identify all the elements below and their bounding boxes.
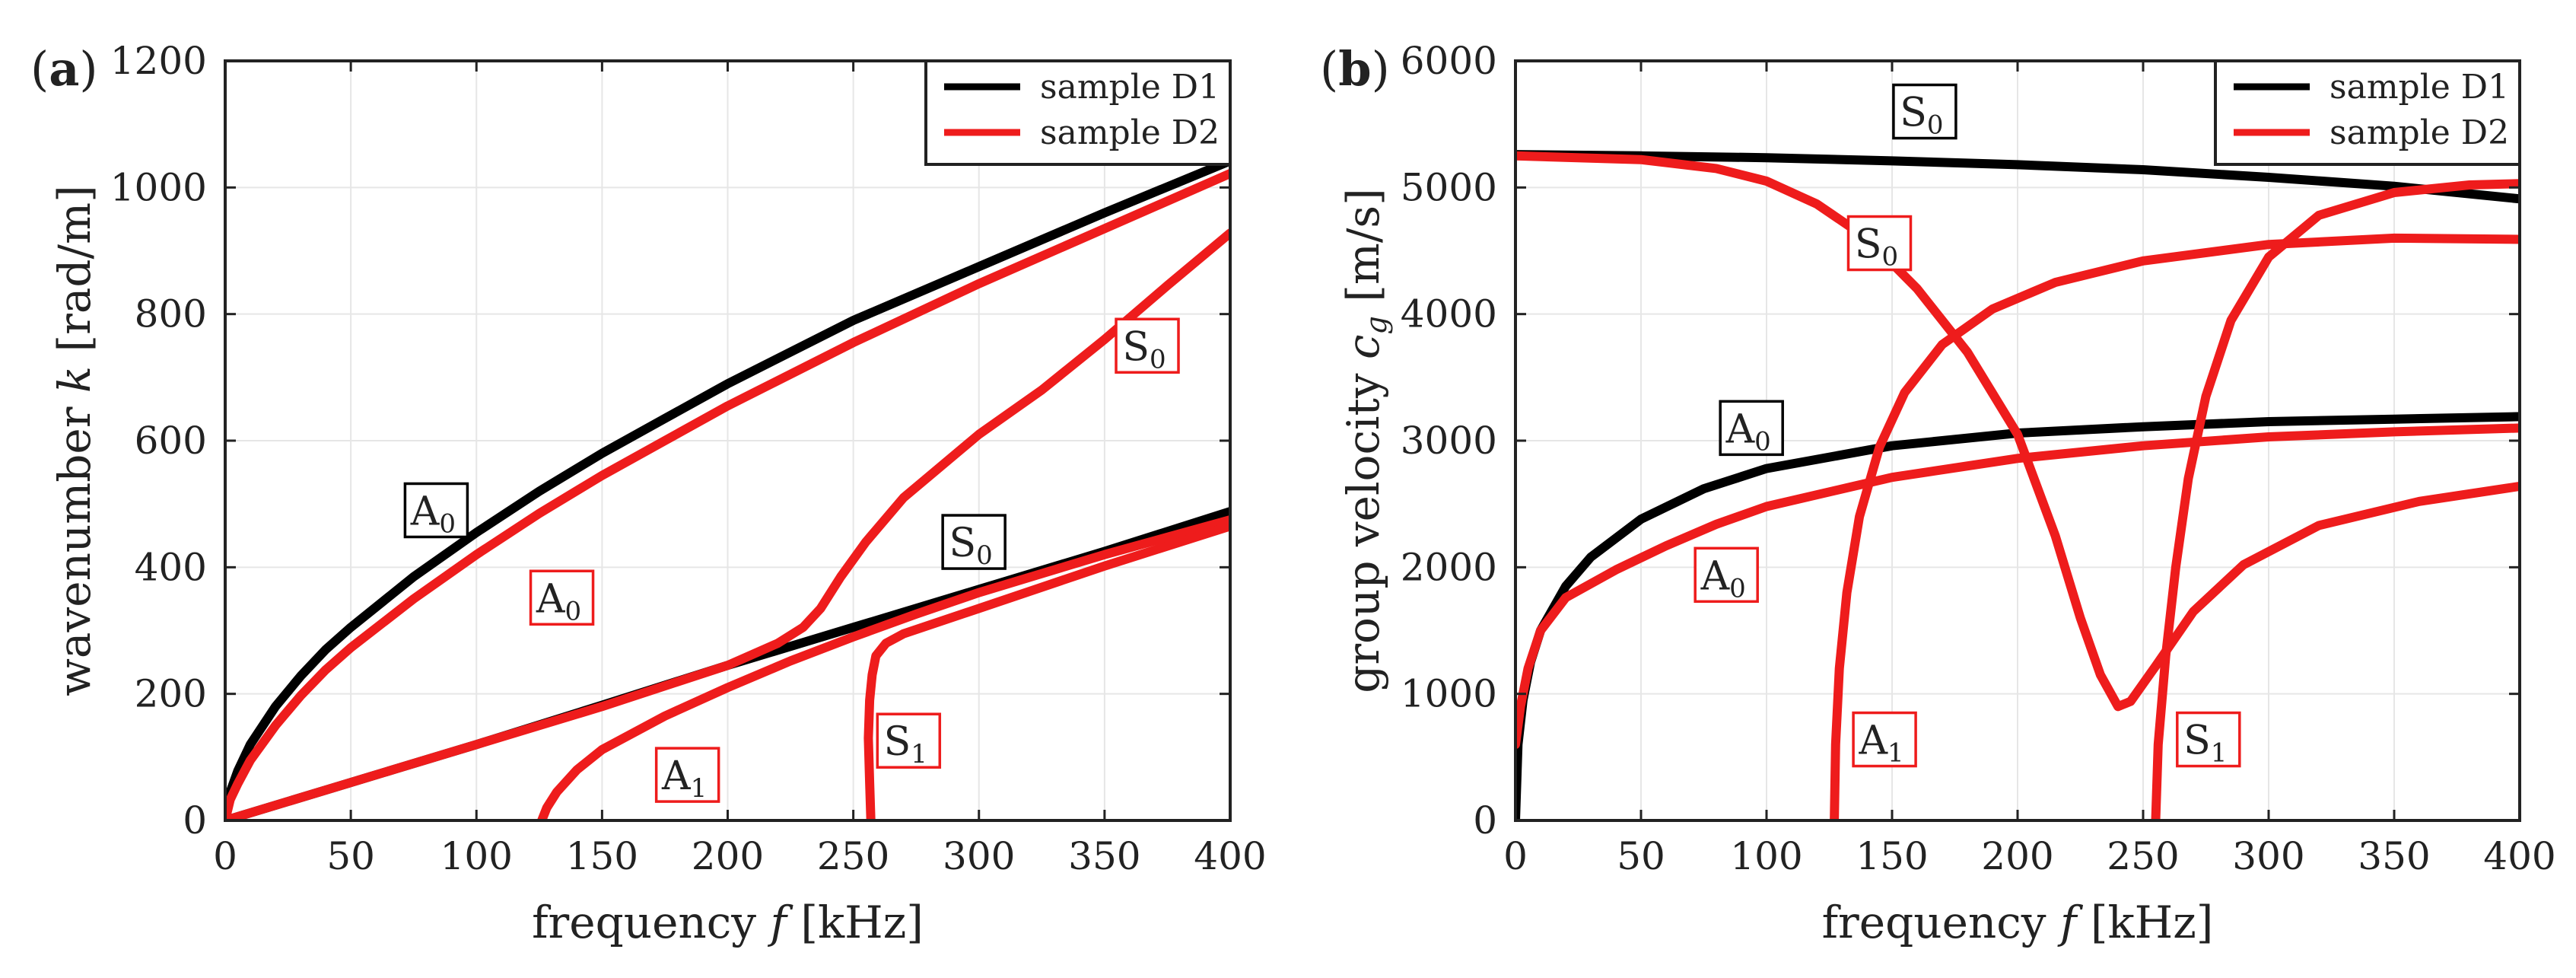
panel-a: 0 50 100 150 200 250 300 350 400 0 200 400 600 800 100… [30,39,1267,948]
mode-annotation-box [941,514,1007,570]
mode-annotation-label: A1 [661,753,707,804]
x-tick-label: 0 [213,834,237,878]
mode-annotation-label: A0 [410,489,456,539]
y-tick-label: 1200 [110,39,207,83]
y-tick-label: 0 [1473,798,1497,843]
legend: sample D1 sample D2 [2214,59,2521,166]
x-tick-label: 0 [1503,834,1528,878]
legend-label: sample D1 [2330,68,2509,107]
mode-annotation-label: S0 [1122,324,1166,374]
y-tick-label: 400 [135,545,207,589]
mode-annotation-label: S1 [884,719,927,769]
mode-annotation-box [1693,546,1759,604]
panel-label: (b) [1320,41,1390,97]
mode-annotation: A0 [529,569,595,626]
legend-box [924,59,1232,166]
mode-annotation-box [2176,711,2241,768]
legend-label: sample D2 [1040,113,1220,152]
mode-annotation: A0 [403,482,469,539]
x-tick-label: 100 [440,834,513,878]
mode-annotation: S0 [1892,83,1957,141]
mode-annotation-box [1892,83,1957,140]
mode-annotation: A0 [1719,400,1784,457]
y-tick-label: 0 [183,798,207,843]
series-line-sample-d1-s0 [1515,150,2520,204]
mode-annotation: S1 [2176,711,2241,769]
mode-annotation-label: A0 [1700,553,1746,604]
y-tick-label: 1000 [110,165,207,209]
series-line-sample-d2-s1 [2151,179,2520,820]
x-tick-label: 150 [566,834,638,878]
legend-label: sample D1 [1040,68,1220,107]
panel-b: 0 50 100 150 200 250 300 350 4000100020003000400… [1320,39,2556,948]
x-axis-title: frequency f [kHz] [1822,897,2214,948]
mode-annotation-box [529,569,595,626]
y-tick-label: 600 [135,419,207,463]
y-tick-label: 5000 [1401,165,1497,209]
y-axis-title: group velocity cg [m/s] [1337,188,1393,693]
mode-annotation-box [654,747,720,803]
x-axis-title: frequency f [kHz] [532,897,924,948]
mode-annotation: A0 [1693,546,1759,604]
series-line-sample-d2-a0 [225,169,1230,820]
legend-box [2214,59,2521,166]
x-tick-label: 400 [1194,834,1266,878]
mode-annotation-box [1852,711,1917,768]
series-group [225,156,1230,820]
series-group [1515,150,2520,820]
mode-annotation: S0 [1846,215,1913,272]
x-tick-label: 200 [1981,834,2053,878]
mode-annotation-box [1115,317,1180,374]
x-tick-label: 400 [2483,834,2555,878]
x-tick-label: 250 [817,834,889,878]
series-line-sample-d2-s0 [225,228,1230,820]
x-tick-label: 300 [2232,834,2304,878]
y-tick-label: 3000 [1401,419,1497,463]
x-tick-label: 100 [1730,834,1802,878]
mode-annotation: S0 [1115,317,1180,374]
x-tick-label: 350 [2358,834,2430,878]
series-line-sample-d1-a0 [225,156,1230,820]
series-line-sample-d2-s1 [863,521,1230,820]
mode-annotation: S1 [876,712,942,769]
x-tick-label: 50 [326,834,375,878]
mode-annotation: A1 [654,747,720,804]
series-line-sample-d2-a1 [1830,233,2520,820]
y-tick-label: 4000 [1401,292,1497,336]
mode-annotation: S0 [941,514,1007,571]
mode-annotation: A1 [1852,711,1917,769]
panel-label: (a) [30,41,98,97]
mode-annotation-label: S0 [1900,91,1943,141]
y-tick-label: 6000 [1401,39,1497,83]
x-tick-label: 50 [1617,834,1665,878]
y-tick-label: 200 [135,672,207,716]
y-axis-title: wavenumber k [rad/m] [49,185,100,696]
mode-annotation-box [1846,215,1913,272]
series-line-sample-d2-s0 [1515,151,2520,712]
x-tick-label: 350 [1068,834,1140,878]
x-tick-label: 200 [692,834,764,878]
y-tick-label: 2000 [1401,545,1497,589]
mode-annotation-label: S1 [2183,718,2227,769]
mode-annotation-label: A0 [536,576,581,626]
y-tick-label: 1000 [1401,672,1497,716]
mode-annotation-box [403,482,469,539]
series-line-sample-d2-a1 [537,515,1230,820]
mode-annotation-label: S0 [949,521,993,571]
series-line-sample-d2-a0 [1515,423,2520,750]
x-tick-label: 250 [2107,834,2179,878]
legend: sample D1 sample D2 [924,59,1232,166]
mode-annotation-label: A1 [1858,718,1903,769]
x-tick-label: 150 [1856,834,1928,878]
mode-annotation-box [1719,400,1784,457]
x-tick-label: 300 [943,834,1015,878]
mode-annotation-label: A0 [1725,406,1771,457]
y-tick-label: 800 [135,292,207,336]
legend-label: sample D2 [2330,113,2509,152]
mode-annotation-box [876,712,942,769]
mode-annotation-label: S0 [1855,222,1898,272]
